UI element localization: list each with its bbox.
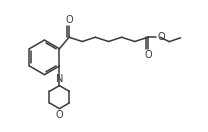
Text: O: O bbox=[65, 15, 73, 25]
Text: O: O bbox=[56, 110, 63, 120]
Text: N: N bbox=[56, 74, 63, 84]
Text: O: O bbox=[157, 32, 165, 42]
Text: O: O bbox=[144, 50, 152, 60]
